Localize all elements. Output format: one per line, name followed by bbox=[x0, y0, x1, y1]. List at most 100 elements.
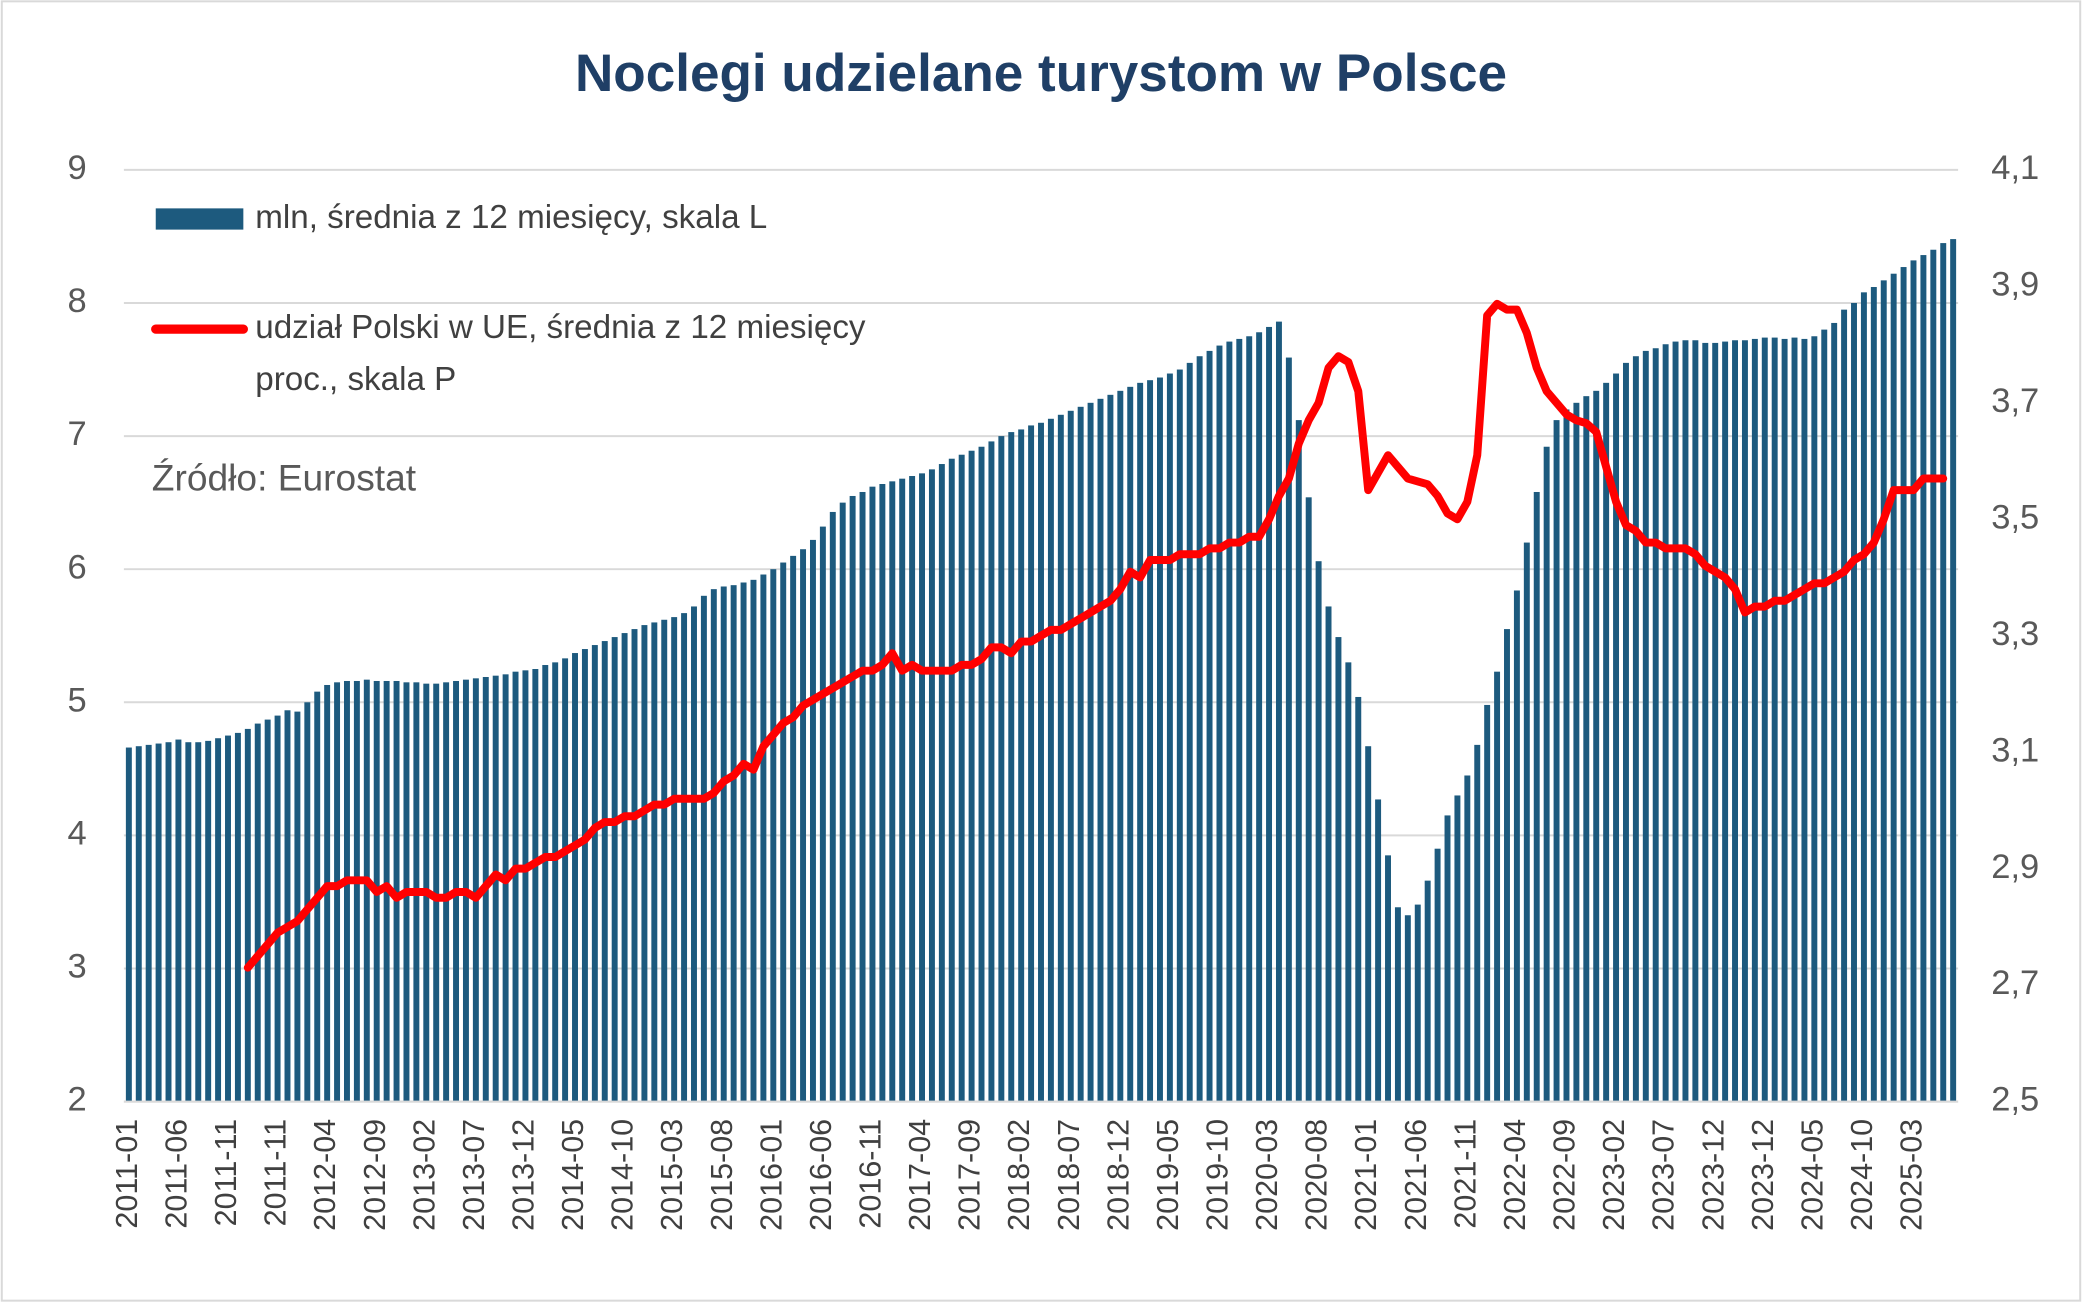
bar bbox=[1414, 904, 1421, 1102]
bar bbox=[1057, 414, 1064, 1102]
bar bbox=[1533, 491, 1540, 1102]
bar bbox=[780, 562, 787, 1102]
x-tick-label: 2011-11 bbox=[259, 1119, 293, 1226]
bar bbox=[631, 629, 638, 1102]
bar bbox=[1950, 239, 1957, 1102]
bar bbox=[1018, 429, 1025, 1102]
bar bbox=[195, 742, 202, 1102]
bar bbox=[1702, 342, 1709, 1102]
bar bbox=[1841, 309, 1848, 1102]
bar bbox=[1513, 590, 1520, 1102]
bar bbox=[1553, 420, 1560, 1102]
bar bbox=[1246, 336, 1253, 1102]
bar bbox=[889, 481, 896, 1102]
bar bbox=[304, 702, 311, 1102]
bar bbox=[244, 728, 251, 1102]
x-tick-label: 2019-10 bbox=[1201, 1119, 1235, 1231]
bar bbox=[1712, 342, 1719, 1102]
x-tick-label: 2016-01 bbox=[754, 1119, 788, 1231]
bar bbox=[1196, 356, 1203, 1102]
x-tick-label: 2015-03 bbox=[655, 1119, 689, 1231]
bar bbox=[1325, 606, 1332, 1102]
bar bbox=[1622, 362, 1629, 1102]
bar bbox=[1652, 348, 1659, 1102]
bar bbox=[998, 436, 1005, 1102]
bar bbox=[1504, 629, 1510, 1102]
bar bbox=[155, 743, 162, 1102]
bar bbox=[1176, 369, 1183, 1102]
bar bbox=[621, 633, 628, 1102]
bar bbox=[125, 747, 132, 1102]
bar bbox=[899, 478, 906, 1102]
bar bbox=[1474, 744, 1481, 1102]
bar bbox=[572, 653, 578, 1102]
bar bbox=[988, 441, 995, 1102]
x-tick-label: 2015-08 bbox=[705, 1119, 739, 1231]
x-tick-label: 2023-12 bbox=[1746, 1119, 1780, 1231]
bar bbox=[1870, 287, 1877, 1102]
x-tick-label: 2013-02 bbox=[407, 1119, 441, 1231]
bar bbox=[1910, 260, 1917, 1102]
x-tick-label: 2014-10 bbox=[606, 1119, 640, 1231]
y-tick-label: 2 bbox=[68, 1081, 87, 1119]
bar bbox=[1751, 338, 1758, 1102]
bar bbox=[1434, 848, 1441, 1102]
bar bbox=[1216, 345, 1223, 1102]
line bbox=[243, 299, 1948, 972]
bar bbox=[1761, 337, 1768, 1102]
bar bbox=[1117, 390, 1124, 1102]
bar bbox=[1563, 409, 1570, 1102]
bar bbox=[532, 669, 539, 1102]
bar bbox=[225, 735, 231, 1102]
bar bbox=[472, 678, 479, 1102]
x-tick-label: 2025-03 bbox=[1895, 1119, 1929, 1231]
bar bbox=[1097, 398, 1104, 1102]
x-tick-label: 2013-12 bbox=[506, 1119, 540, 1231]
bar bbox=[294, 711, 301, 1102]
y-tick-label: 8 bbox=[68, 282, 87, 320]
x-tick-label: 2023-12 bbox=[1696, 1119, 1730, 1231]
x-tick-label: 2017-04 bbox=[903, 1119, 937, 1231]
bar bbox=[1266, 326, 1273, 1102]
bar bbox=[284, 710, 291, 1102]
bar bbox=[1285, 357, 1292, 1102]
bar bbox=[1464, 775, 1471, 1102]
bar bbox=[1851, 302, 1857, 1102]
bar bbox=[1077, 406, 1084, 1102]
bar bbox=[1226, 341, 1233, 1102]
bar bbox=[1662, 344, 1669, 1102]
y2-tick-label: 2,9 bbox=[1991, 848, 2039, 886]
bar bbox=[1137, 382, 1144, 1102]
bar bbox=[1732, 340, 1739, 1102]
x-tick-label: 2021-01 bbox=[1349, 1119, 1383, 1231]
bar bbox=[730, 585, 737, 1102]
y2-tick-label: 3,9 bbox=[1991, 265, 2039, 303]
y2-tick-label: 3,5 bbox=[1991, 498, 2039, 536]
bar bbox=[681, 613, 688, 1102]
x-tick-label: 2022-04 bbox=[1498, 1119, 1532, 1231]
bar bbox=[165, 742, 172, 1102]
bar bbox=[1028, 425, 1035, 1102]
bar bbox=[1791, 337, 1798, 1102]
bar bbox=[1047, 418, 1054, 1102]
bar bbox=[1672, 341, 1679, 1102]
bar bbox=[393, 680, 400, 1102]
bar bbox=[691, 606, 697, 1102]
bar bbox=[1890, 273, 1897, 1102]
bar bbox=[1940, 243, 1947, 1102]
bar bbox=[264, 719, 271, 1102]
bar bbox=[710, 589, 717, 1102]
bar bbox=[324, 684, 331, 1102]
bar bbox=[1157, 377, 1163, 1102]
bar bbox=[1127, 386, 1134, 1102]
bar bbox=[1603, 382, 1610, 1102]
bar bbox=[1771, 337, 1778, 1102]
bar bbox=[492, 675, 499, 1102]
chart-title: Noclegi udzielane turystom w Polsce bbox=[575, 44, 1507, 103]
bar bbox=[671, 617, 678, 1102]
bar bbox=[1355, 696, 1362, 1102]
bar bbox=[234, 732, 241, 1102]
x-tick-label: 2018-02 bbox=[1002, 1119, 1036, 1231]
bar bbox=[1107, 394, 1114, 1102]
